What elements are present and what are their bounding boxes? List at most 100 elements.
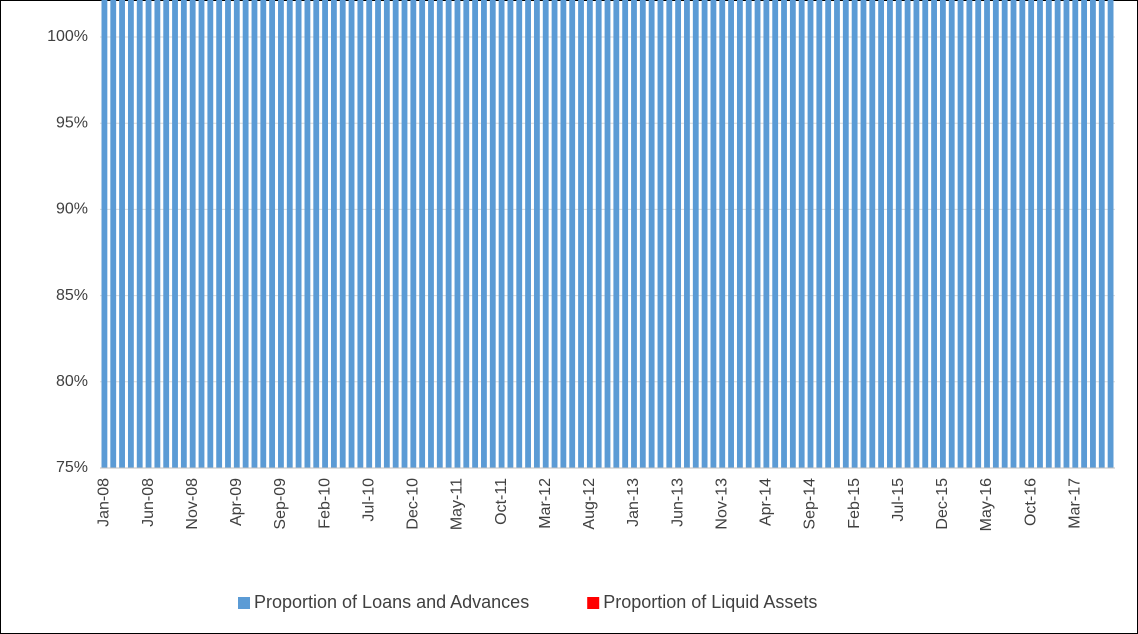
bar-segment [807, 0, 814, 468]
x-tick-label: Jul-10 [360, 478, 377, 522]
bar-segment [728, 0, 734, 468]
bar-segment [322, 0, 328, 468]
bar-segment [216, 0, 223, 468]
bar-segment [851, 0, 858, 468]
bar-segment [789, 0, 796, 468]
bar-segment [586, 0, 593, 468]
bar-segment [1090, 0, 1096, 468]
bar-segment [507, 0, 514, 468]
bar-segment [639, 0, 646, 468]
x-tick-label: May-11 [449, 478, 466, 530]
bar-segment [251, 0, 258, 468]
bar-segment [1001, 0, 1008, 468]
bar-segment [207, 0, 214, 468]
bar-segment [710, 0, 717, 468]
bar-segment [560, 0, 567, 468]
bar-segment [913, 0, 920, 468]
bar-segment [242, 0, 249, 468]
bar-segment [392, 0, 399, 468]
bar-segment [472, 0, 479, 468]
bar-segment [904, 0, 911, 468]
bar-segment [428, 0, 434, 468]
bar-segment [569, 0, 576, 468]
bar-segment [551, 0, 558, 468]
bar-segment [1107, 0, 1114, 468]
x-tick-label: Jan-13 [625, 478, 642, 527]
legend-swatch [587, 597, 600, 609]
x-tick-label: Jul-15 [890, 478, 907, 522]
bar-segment [604, 0, 611, 468]
bar-segment [666, 0, 673, 468]
bar-segment [992, 0, 999, 468]
bar-segment [445, 0, 452, 468]
bar-segment [375, 0, 381, 468]
bar-segment [110, 0, 117, 468]
bar-segment [1072, 0, 1079, 468]
bar-segment [163, 0, 170, 468]
bar-segment [613, 0, 620, 468]
bar-segment [1063, 0, 1070, 468]
bar-segment [1037, 0, 1043, 469]
bar-segment [869, 0, 876, 468]
bar-segment [939, 0, 946, 468]
bar-segment [498, 0, 505, 468]
x-tick-label: Dec-15 [934, 478, 951, 530]
legend: Proportion of Loans and Advances Proporti… [238, 592, 817, 612]
legend-swatch [238, 597, 250, 609]
x-tick-label: Apr-14 [758, 478, 775, 526]
bar-segment [225, 0, 231, 468]
bar-segment [313, 0, 320, 468]
bar-segment [578, 0, 584, 468]
bar-segment [736, 0, 743, 468]
bar-segment [189, 0, 196, 468]
x-tick-label: Mar-17 [1067, 478, 1084, 529]
bars [101, 0, 1114, 469]
x-tick-label: Sep-09 [272, 478, 289, 530]
bar-segment [595, 0, 602, 468]
x-tick-label: Sep-14 [802, 478, 819, 530]
bar-segment [1098, 0, 1105, 468]
bar-segment [948, 0, 955, 468]
bar-segment [825, 0, 832, 468]
legend-label: Proportion of Liquid Assets [603, 592, 817, 612]
axes: 75% 80% 85% 90% 95% 100% Jan-08 Jun-08 Nov-08 Apr… [47, 28, 1115, 531]
bar-segment [887, 0, 893, 468]
x-tick-label: Aug-12 [581, 478, 598, 530]
bar-segment [436, 0, 443, 468]
bar-segment [684, 0, 690, 468]
bar-segment [260, 0, 267, 468]
bar-segment [295, 0, 302, 468]
bar-segment [533, 0, 540, 468]
bar-segment [145, 0, 152, 468]
bar-segment [754, 0, 761, 468]
bar-segment [516, 0, 523, 468]
bar-segment [127, 0, 134, 468]
bar-segment [454, 0, 461, 468]
y-tick-label: 85% [56, 287, 88, 304]
x-tick-label: Jan-08 [96, 478, 113, 527]
bar-segment [816, 0, 823, 468]
x-tick-label: May-16 [978, 478, 995, 531]
bar-segment [304, 0, 311, 468]
bar-segment [763, 0, 770, 468]
bar-segment [1045, 0, 1052, 468]
x-tick-label: Jun-13 [669, 478, 686, 527]
bar-segment [481, 0, 487, 468]
legend-label: Proportion of Loans and Advances [254, 592, 529, 612]
bar-segment [286, 0, 293, 468]
x-tick-label: Dec-10 [405, 478, 422, 530]
bar-segment [745, 0, 752, 468]
bar-segment [966, 0, 973, 468]
bar-segment [119, 0, 125, 468]
bar-segment [419, 0, 426, 468]
bar-segment [1019, 0, 1026, 468]
bar-segment [701, 0, 708, 468]
bar-segment [895, 0, 902, 468]
bar-segment [101, 0, 108, 468]
y-tick-label: 95% [56, 114, 88, 131]
bar-segment [842, 0, 849, 468]
bar-segment [180, 0, 187, 468]
bar-segment [542, 0, 549, 468]
x-tick-label: Nov-08 [184, 478, 201, 530]
bar-segment [631, 0, 637, 468]
